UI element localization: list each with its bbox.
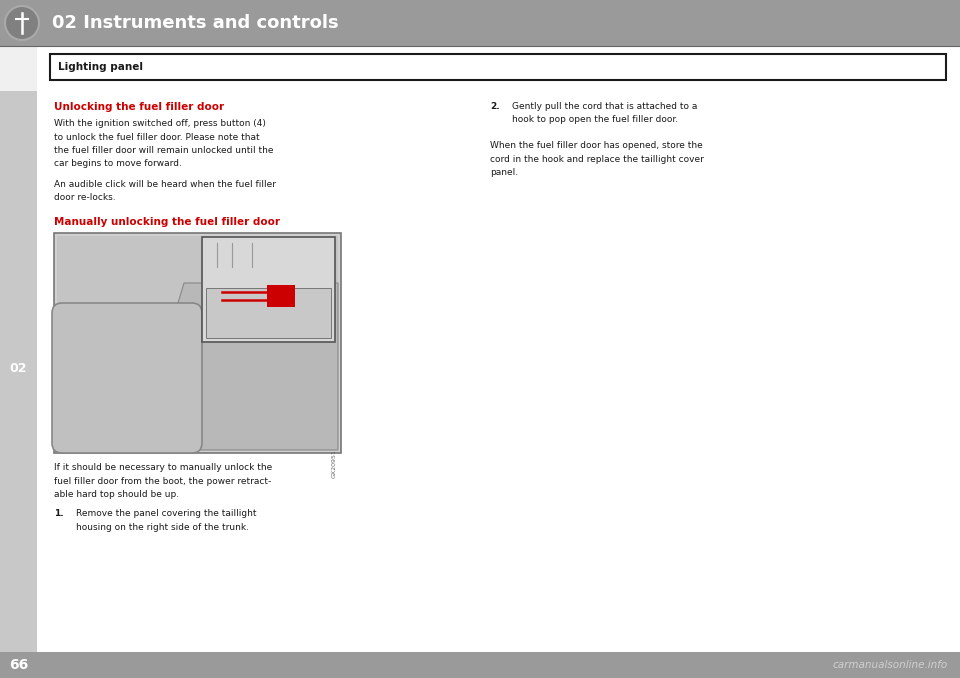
Polygon shape (57, 283, 338, 450)
Circle shape (5, 6, 39, 40)
Bar (267, 285, 295, 307)
Text: able hard top should be up.: able hard top should be up. (54, 490, 180, 499)
Text: fuel filler door from the boot, the power retract-: fuel filler door from the boot, the powe… (54, 477, 272, 485)
Text: Remove the panel covering the taillight: Remove the panel covering the taillight (76, 509, 256, 519)
Text: GX20951: GX20951 (332, 449, 337, 478)
Bar (206, 288, 331, 338)
Bar (0, 91, 37, 678)
Text: car begins to move forward.: car begins to move forward. (54, 159, 181, 169)
Text: housing on the right side of the trunk.: housing on the right side of the trunk. (76, 523, 249, 532)
Text: An audible click will be heard when the fuel filler: An audible click will be heard when the … (54, 180, 276, 189)
Bar (0, 652, 960, 678)
Text: 66: 66 (9, 658, 28, 672)
Text: 1.: 1. (54, 509, 63, 519)
Text: Lighting panel: Lighting panel (58, 62, 143, 72)
Text: 2.: 2. (490, 102, 499, 111)
Text: door re-locks.: door re-locks. (54, 193, 115, 203)
FancyBboxPatch shape (52, 303, 202, 453)
Text: the fuel filler door will remain unlocked until the: the fuel filler door will remain unlocke… (54, 146, 274, 155)
Text: Gently pull the cord that is attached to a: Gently pull the cord that is attached to… (512, 102, 697, 111)
Text: With the ignition switched off, press button (4): With the ignition switched off, press bu… (54, 119, 266, 128)
Bar (0, 0, 960, 46)
Text: 02 Instruments and controls: 02 Instruments and controls (52, 14, 339, 32)
Text: Manually unlocking the fuel filler door: Manually unlocking the fuel filler door (54, 217, 280, 227)
Text: to unlock the fuel filler door. Please note that: to unlock the fuel filler door. Please n… (54, 132, 259, 142)
Text: 02: 02 (10, 363, 27, 376)
Text: If it should be necessary to manually unlock the: If it should be necessary to manually un… (54, 463, 273, 472)
Text: hook to pop open the fuel filler door.: hook to pop open the fuel filler door. (512, 115, 678, 125)
Text: When the fuel filler door has opened, store the: When the fuel filler door has opened, st… (490, 141, 703, 150)
Text: panel.: panel. (490, 168, 518, 177)
Bar (202, 237, 335, 342)
Bar (54, 233, 341, 453)
Text: carmanualsonline.info: carmanualsonline.info (832, 660, 948, 670)
Bar (57, 236, 338, 450)
Bar (50, 54, 946, 80)
Text: cord in the hook and replace the taillight cover: cord in the hook and replace the taillig… (490, 155, 704, 163)
Text: Unlocking the fuel filler door: Unlocking the fuel filler door (54, 102, 224, 112)
